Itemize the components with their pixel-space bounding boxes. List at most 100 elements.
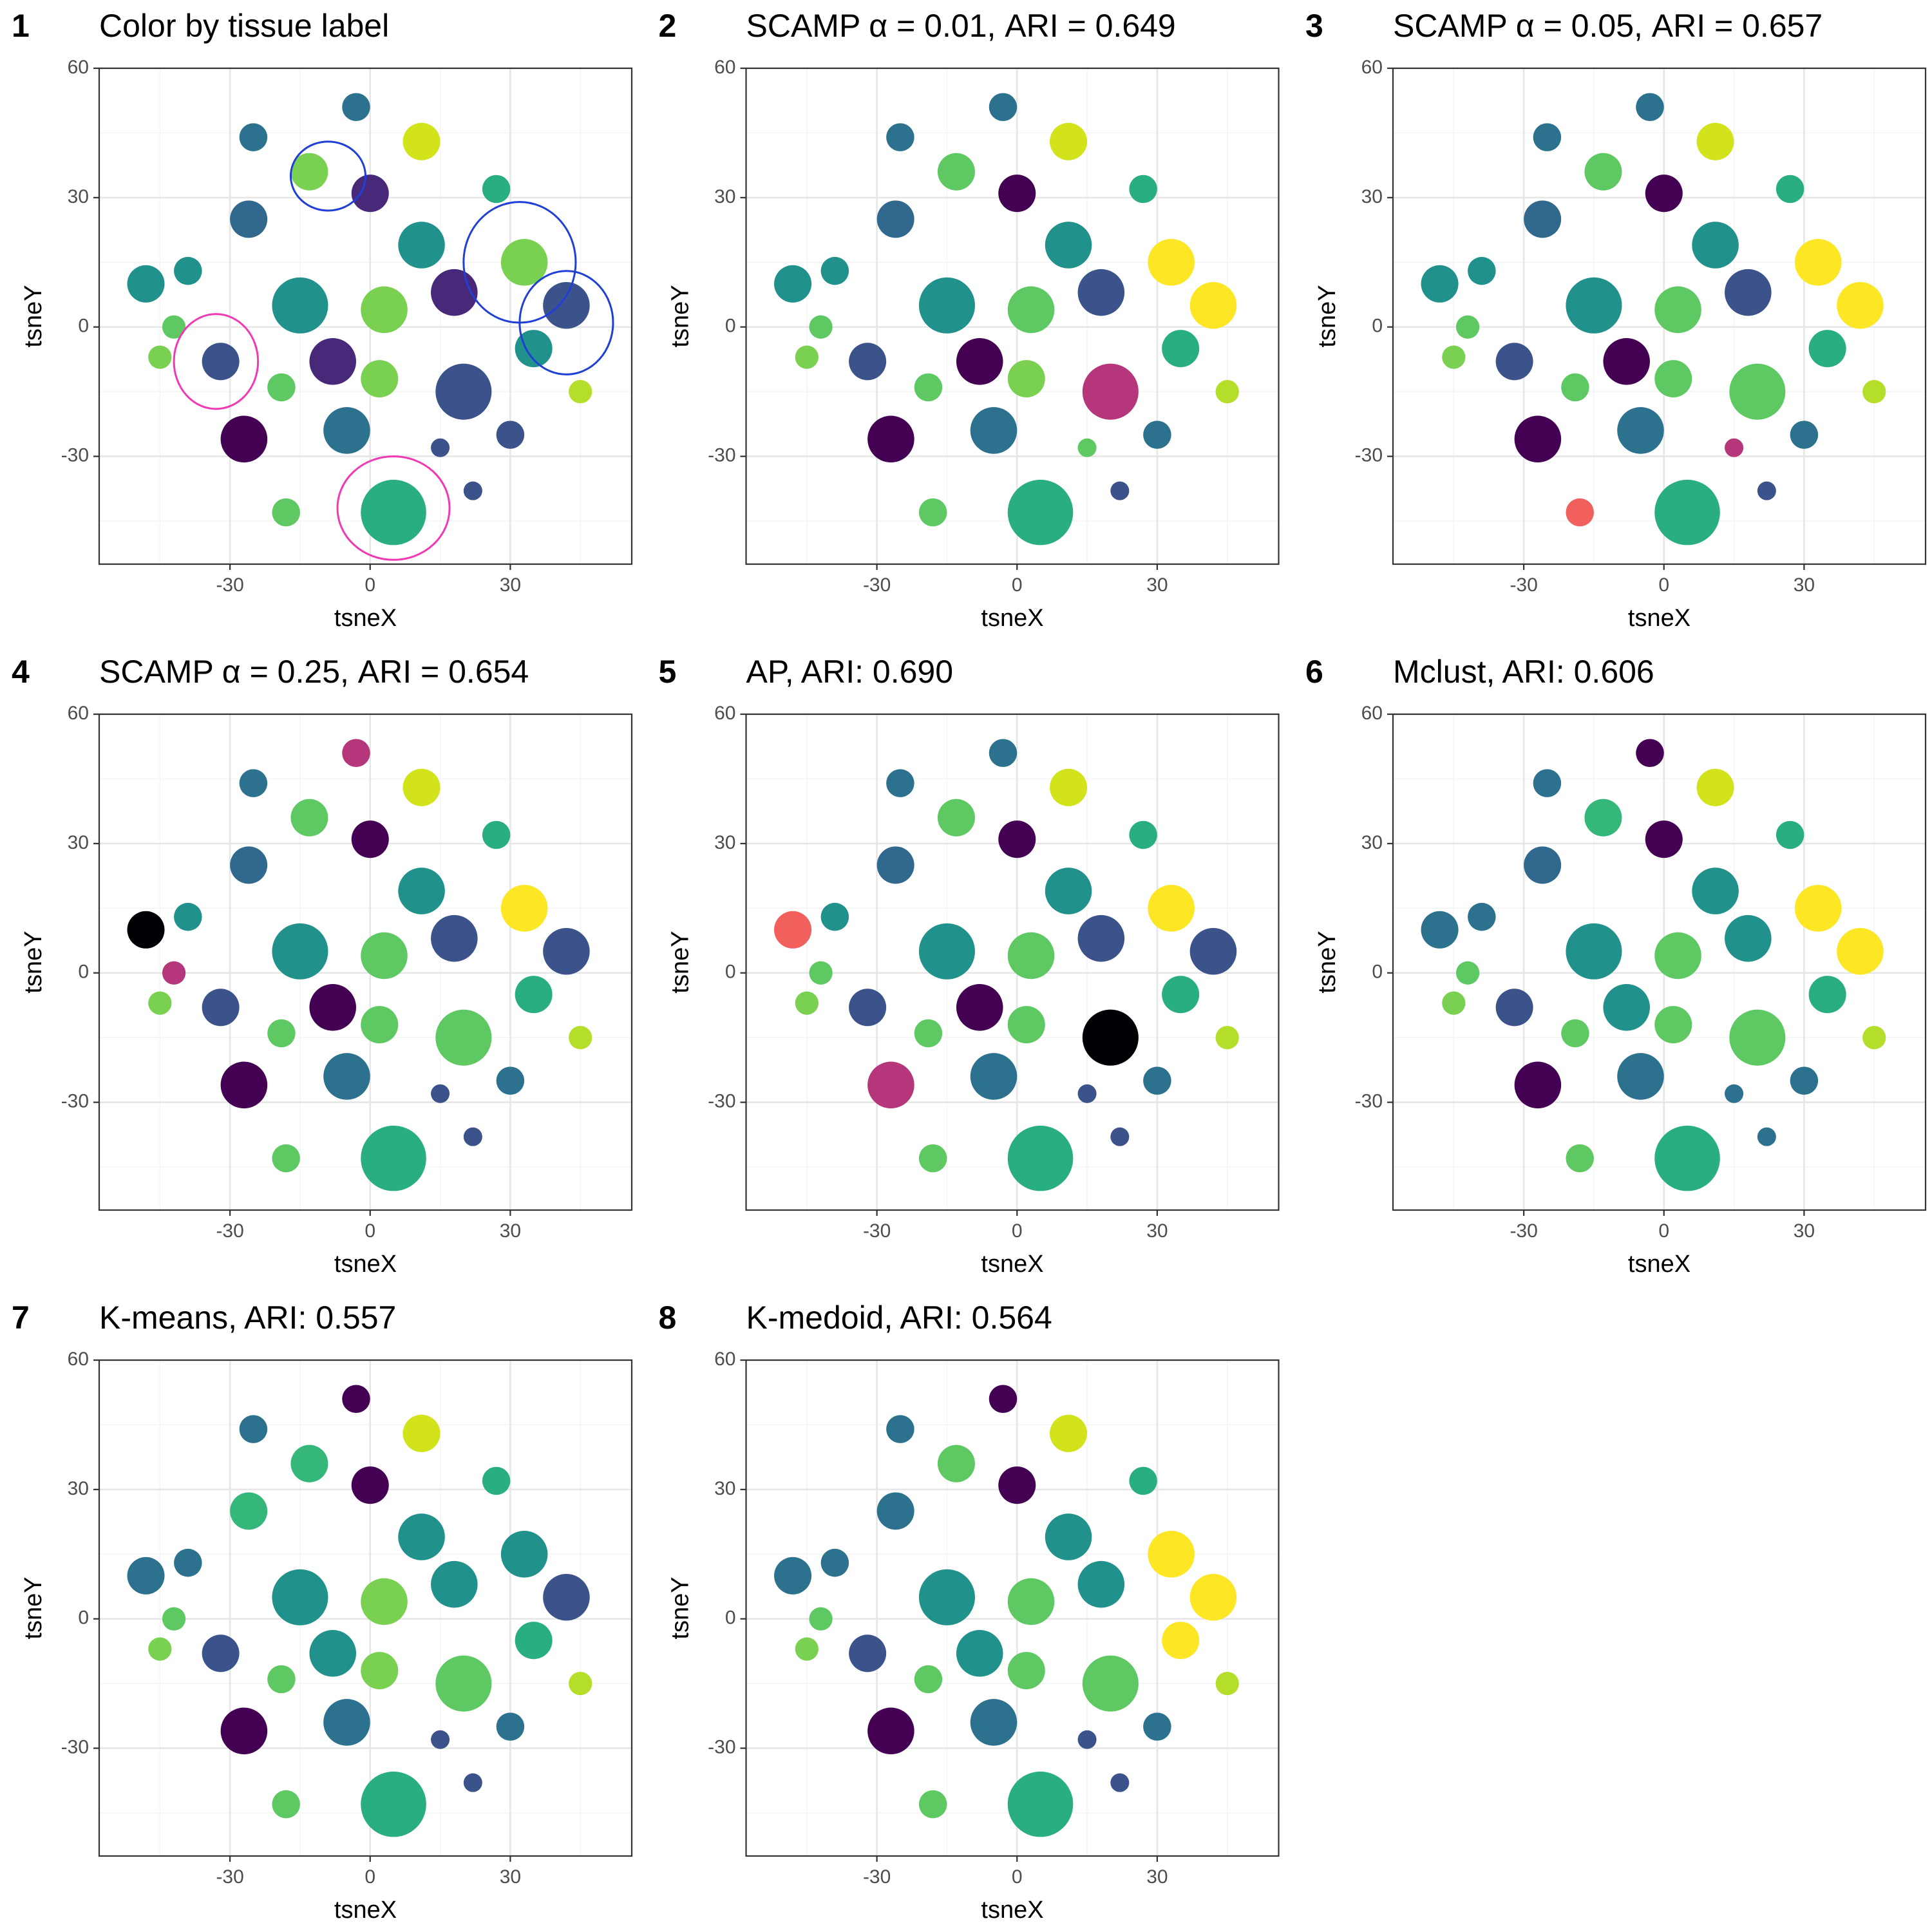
cluster-point — [1696, 768, 1734, 806]
cluster-point — [914, 1665, 943, 1694]
panel-label: 2 — [659, 8, 677, 44]
cluster-point — [1566, 498, 1594, 527]
cluster-point — [1636, 739, 1664, 768]
cluster-point — [174, 256, 202, 285]
cluster-point — [1148, 885, 1195, 932]
panel-label: 1 — [12, 8, 30, 44]
annotation-outline — [289, 140, 366, 212]
points — [127, 739, 592, 1191]
cluster-point — [220, 415, 268, 463]
cluster-point — [989, 739, 1018, 768]
cluster-point — [1143, 1712, 1171, 1741]
y-tick-label: 60 — [714, 703, 735, 724]
x-tick-label: 0 — [1658, 1220, 1669, 1242]
cluster-point — [1007, 1771, 1074, 1837]
cluster-point — [1603, 984, 1650, 1031]
x-tick-label: -30 — [863, 1866, 891, 1888]
cluster-point — [162, 1607, 186, 1631]
cluster-point — [970, 407, 1018, 454]
cluster-point — [1566, 923, 1622, 980]
cluster-point — [309, 1630, 356, 1677]
cluster-point — [937, 1444, 975, 1482]
cluster-point — [1050, 1414, 1088, 1452]
cluster-point — [1045, 222, 1092, 269]
x-tick-label: -30 — [216, 574, 243, 596]
panel: -30 0 30 -30 0 30 60 tsneX tsneY 3 SCAMP α = 0.05,… — [1305, 8, 1927, 632]
cluster-point — [1077, 1560, 1125, 1608]
cluster-point — [1045, 1513, 1092, 1560]
cluster-point — [431, 1730, 450, 1749]
cluster-point — [148, 1637, 172, 1661]
cluster-point — [820, 1548, 849, 1577]
cluster-point — [1442, 345, 1466, 369]
cluster-point — [1143, 1066, 1171, 1095]
cluster-point — [1584, 153, 1622, 191]
cluster-point — [849, 989, 887, 1027]
cluster-point — [323, 1053, 370, 1100]
cluster-point — [774, 911, 812, 949]
cluster-point — [435, 363, 492, 420]
cluster-point — [1143, 421, 1171, 449]
y-tick-label: 0 — [78, 316, 89, 337]
plot-border — [1392, 713, 1927, 1211]
cluster-point — [351, 1466, 389, 1504]
points — [774, 1385, 1239, 1837]
cluster-point — [290, 153, 328, 191]
cluster-point — [956, 338, 1003, 385]
cluster-point — [202, 989, 240, 1027]
panel-title: K-medoid, ARI: 0.564 — [746, 1300, 1052, 1336]
cluster-point — [998, 820, 1036, 858]
y-tick-label: -30 — [61, 445, 89, 466]
cluster-point — [435, 1655, 492, 1712]
cluster-point — [1692, 867, 1739, 914]
y-tick-label: 0 — [725, 316, 736, 337]
cluster-point — [1654, 360, 1692, 398]
cluster-point — [1725, 438, 1744, 457]
cluster-point — [1790, 421, 1819, 449]
cluster-point — [1776, 175, 1804, 204]
y-tick-label: 60 — [68, 57, 89, 78]
cluster-point — [569, 1026, 592, 1050]
y-tick-label: 30 — [714, 186, 735, 207]
panel: -30 0 30 -30 0 30 60 tsneX tsneY 1 Color by tissue… — [12, 8, 633, 632]
panel-title: K-means, ARI: 0.557 — [99, 1300, 396, 1336]
cluster-point — [1082, 363, 1139, 420]
cluster-point — [239, 1415, 268, 1443]
cluster-point — [361, 932, 408, 980]
x-tick-label: -30 — [863, 574, 891, 596]
cluster-point — [1692, 222, 1739, 269]
cluster-point — [1654, 1125, 1720, 1191]
cluster-point — [1129, 820, 1157, 849]
cluster-point — [290, 1444, 328, 1482]
cluster-point — [309, 984, 356, 1031]
cluster-point — [1215, 1672, 1239, 1696]
cluster-point — [1077, 269, 1125, 316]
cluster-point — [127, 1557, 165, 1595]
cluster-point — [1189, 927, 1237, 975]
cluster-point — [361, 1771, 426, 1837]
cluster-point — [463, 1127, 482, 1146]
x-axis-label: tsneX — [981, 1897, 1043, 1924]
panel-label: 5 — [659, 654, 677, 690]
cluster-point — [1468, 902, 1496, 931]
panel-label: 4 — [12, 654, 30, 690]
cluster-point — [239, 123, 268, 151]
cluster-point — [272, 923, 328, 980]
cluster-point — [1533, 123, 1562, 151]
cluster-point — [1110, 1773, 1130, 1792]
cluster-point — [342, 1385, 370, 1414]
plot-border — [98, 1359, 633, 1857]
y-tick-label: 0 — [78, 1607, 89, 1629]
cluster-point — [1082, 1655, 1139, 1712]
cluster-point — [774, 265, 812, 303]
cluster-point — [809, 315, 833, 339]
cluster-point — [398, 1513, 445, 1560]
cluster-point — [361, 1125, 426, 1191]
x-axis-label: tsneX — [334, 1897, 397, 1924]
cluster-point — [914, 1019, 943, 1048]
cluster-point — [867, 415, 914, 463]
x-tick-label: -30 — [216, 1866, 243, 1888]
y-axis-label: tsneY — [667, 1577, 694, 1639]
y-tick-label: 30 — [714, 832, 735, 853]
cluster-point — [1561, 373, 1589, 402]
